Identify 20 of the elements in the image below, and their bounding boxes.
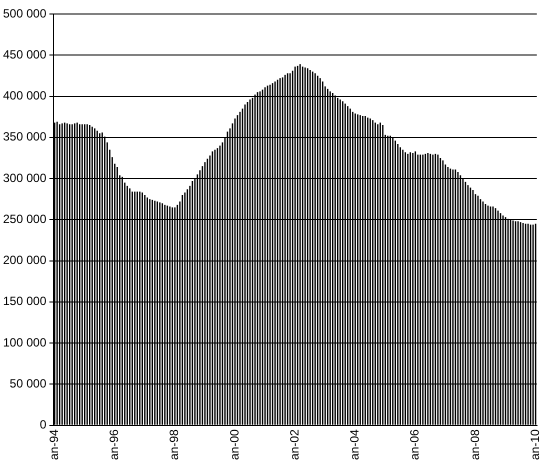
y-tick-label: 400 000 (2, 88, 47, 103)
x-tick-label: an-08 (468, 428, 482, 460)
x-tick-label: an-98 (167, 428, 182, 460)
x-tick-label: an-00 (227, 428, 242, 460)
y-tick-label: 250 000 (2, 212, 47, 226)
y-tick-label: 50 000 (10, 376, 47, 390)
y-tick-label: 500 000 (2, 6, 47, 20)
y-tick-label: 100 000 (2, 335, 47, 350)
x-tick-label: an-04 (348, 428, 362, 460)
y-tick-label: 450 000 (2, 47, 47, 62)
y-tick-label: 0 (40, 418, 47, 432)
x-tick-label: an-96 (107, 428, 122, 460)
x-tick-label: an-94 (46, 428, 61, 460)
y-tick-label: 200 000 (2, 253, 47, 268)
y-tick-label: 300 000 (2, 170, 47, 185)
y-tick-label: 150 000 (2, 294, 47, 308)
x-tick-label: an-02 (287, 428, 302, 460)
x-tick-label: an-10 (528, 428, 542, 460)
x-tick-label: an-06 (408, 428, 422, 460)
y-tick-label: 350 000 (2, 130, 47, 144)
